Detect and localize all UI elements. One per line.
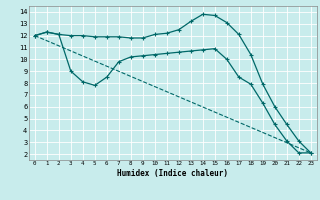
X-axis label: Humidex (Indice chaleur): Humidex (Indice chaleur)	[117, 169, 228, 178]
